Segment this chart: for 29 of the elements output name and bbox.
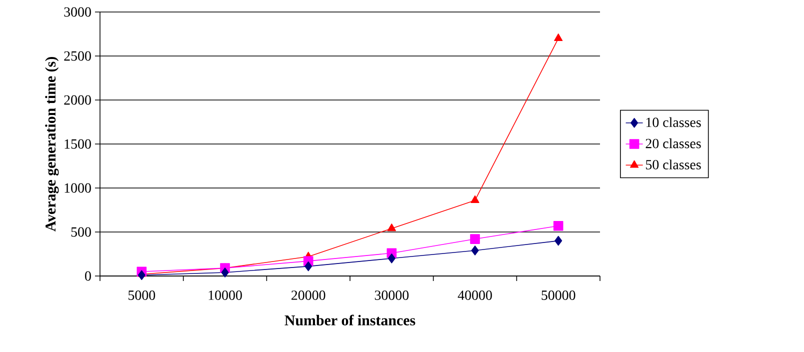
point bbox=[471, 246, 479, 256]
point bbox=[553, 220, 564, 231]
point bbox=[304, 261, 312, 272]
y-tick-label: 0 bbox=[85, 271, 91, 281]
point bbox=[138, 270, 146, 280]
y-axis-title: Average generation time (s) bbox=[45, 57, 59, 232]
legend-label: 20 classes bbox=[646, 138, 701, 148]
x-tick-label: 40000 bbox=[458, 290, 492, 300]
x-tick-label: 10000 bbox=[208, 290, 242, 300]
point bbox=[387, 224, 396, 232]
y-tick-label: 3000 bbox=[64, 7, 91, 17]
point bbox=[470, 234, 480, 244]
point bbox=[221, 268, 229, 278]
point bbox=[554, 34, 563, 42]
y-tick-label: 1500 bbox=[64, 139, 91, 149]
x-tick-label: 20000 bbox=[292, 290, 326, 300]
legend-label: 50 classes bbox=[646, 160, 701, 170]
point bbox=[388, 254, 396, 264]
x-tick-label: 30000 bbox=[374, 290, 409, 300]
y-tick-label: 2500 bbox=[64, 51, 91, 61]
x-tick-label: 5000 bbox=[128, 290, 156, 300]
x-tick-label: 50000 bbox=[542, 290, 576, 300]
point bbox=[554, 236, 562, 246]
y-tick-label: 2000 bbox=[64, 95, 91, 105]
x-axis-title: Number of instances bbox=[284, 314, 416, 326]
legend-label: 10 classes bbox=[646, 117, 701, 128]
y-tick-label: 500 bbox=[71, 227, 91, 237]
point bbox=[470, 195, 480, 203]
y-tick-label: 1000 bbox=[64, 183, 91, 193]
